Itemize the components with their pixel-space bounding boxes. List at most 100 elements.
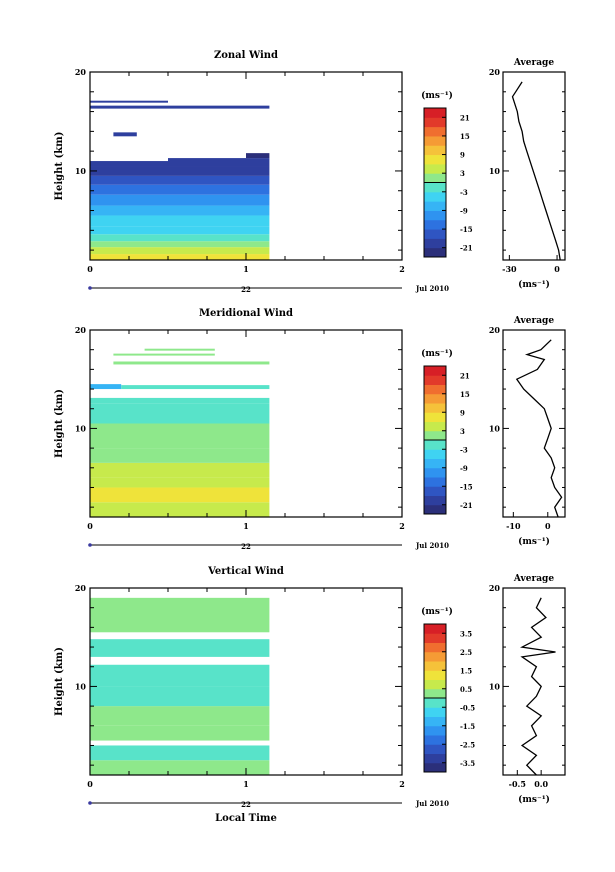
- meridional-cell-4: [90, 448, 270, 463]
- meridional-title: Meridional Wind: [199, 308, 293, 319]
- vertical-avg-profile-line: [520, 597, 556, 776]
- zonal-cell-13: [246, 153, 270, 159]
- vertical-colorbar-seg-12: [424, 651, 446, 662]
- meridional-cell-3: [90, 462, 270, 478]
- zonal-colorbar-label-0: 21: [460, 113, 470, 122]
- meridional-ytick-label-0: 10: [75, 423, 87, 433]
- zonal-colorbar-seg-15: [424, 108, 446, 118]
- vertical-colorbar-seg-14: [424, 633, 446, 643]
- zonal-colorbar-seg-0: [424, 247, 446, 258]
- vertical-colorbar-seg-7: [424, 698, 446, 708]
- zonal-cell-11: [90, 161, 168, 167]
- meridional-colorbar-seg-7: [424, 440, 446, 450]
- meridional-colorbar-seg-13: [424, 384, 446, 395]
- zonal-colorbar-seg-4: [424, 210, 446, 221]
- zonal-cell-12: [168, 158, 270, 167]
- zonal-avg-profile-line: [511, 81, 561, 261]
- meridional-date-marker: [88, 543, 92, 547]
- zonal-colorbar-seg-3: [424, 219, 446, 230]
- meridional-colorbar-seg-0: [424, 504, 446, 515]
- zonal-colorbar-seg-12: [424, 135, 446, 146]
- meridional-colorbar-seg-10: [424, 412, 446, 422]
- vertical-colorbar-seg-2: [424, 744, 446, 754]
- vertical-colorbar-label-6: -2.5: [460, 740, 475, 749]
- zonal-colorbar-label-6: -15: [460, 225, 473, 234]
- meridional-colorbar-seg-12: [424, 393, 446, 404]
- meridional-date-day: 22: [241, 542, 251, 551]
- meridional-avg-ytick-label-0: 10: [489, 423, 501, 433]
- vertical-colorbar-seg-13: [424, 642, 446, 653]
- vertical-cell-6: [90, 639, 270, 657]
- meridional-colorbar-label-7: -21: [460, 501, 473, 510]
- zonal-cell-5: [90, 215, 270, 227]
- zonal-xtick-label-1: 1: [243, 264, 249, 274]
- vertical-colorbar-seg-11: [424, 661, 446, 671]
- vertical-colorbar-label-3: 0.5: [460, 685, 472, 694]
- vertical-xtick-label-1: 1: [243, 779, 249, 789]
- meridional-xtick-label-1: 1: [243, 521, 249, 531]
- zonal-cell-7: [90, 194, 270, 206]
- zonal-avg-ytick-label-1: 20: [489, 67, 501, 77]
- zonal-cell-0: [90, 254, 270, 260]
- meridional-avg-profile-line: [515, 339, 563, 518]
- meridional-colorbar-label-5: -9: [460, 464, 468, 473]
- vertical-avg-ytick-label-1: 20: [489, 583, 501, 593]
- vertical-xtick-label-0: 0: [87, 779, 93, 789]
- vertical-colorbar-seg-0: [424, 762, 446, 773]
- vertical-colorbar-label-5: -1.5: [460, 722, 475, 731]
- zonal-cell-9: [90, 175, 270, 185]
- zonal-date-month: Jul 2010: [415, 284, 449, 293]
- zonal-colorbar-seg-8: [424, 173, 446, 183]
- meridional-cell-12: [144, 348, 215, 351]
- zonal-ylabel: Height (km): [54, 132, 65, 201]
- zonal-colorbar-seg-11: [424, 145, 446, 156]
- meridional-colorbar-seg-2: [424, 486, 446, 496]
- zonal-cell-8: [90, 184, 270, 195]
- zonal-avg-xtick-label-1: 0: [554, 264, 560, 274]
- meridional-colorbar-seg-11: [424, 403, 446, 413]
- meridional-avg-ytick-label-1: 20: [489, 325, 501, 335]
- vertical-cell-5: [90, 664, 270, 687]
- meridional-colorbar-label-1: 15: [460, 390, 470, 399]
- meridional-colorbar-label-2: 9: [460, 408, 465, 417]
- vertical-xlabel: Local Time: [215, 813, 277, 824]
- meridional-colorbar-seg-3: [424, 477, 446, 487]
- vertical-colorbar-seg-9: [424, 679, 446, 690]
- zonal-xtick-label-2: 2: [399, 264, 405, 274]
- meridional-ytick-label-1: 20: [75, 325, 87, 335]
- meridional-colorbar-seg-6: [424, 449, 446, 459]
- zonal-cell-14: [113, 132, 137, 137]
- vertical-cell-3: [90, 706, 270, 726]
- zonal-cell-4: [90, 226, 270, 235]
- meridional-colorbar-seg-9: [424, 421, 446, 432]
- meridional-cell-1: [90, 487, 270, 503]
- zonal-colorbar-seg-6: [424, 191, 446, 202]
- zonal-colorbar-seg-9: [424, 163, 446, 174]
- vertical-avg-ytick-label-0: 10: [489, 681, 501, 691]
- meridional-colorbar-label-0: 21: [460, 371, 470, 380]
- meridional-colorbar-seg-1: [424, 495, 446, 506]
- meridional-colorbar-seg-4: [424, 467, 446, 478]
- vertical-colorbar-seg-5: [424, 716, 446, 727]
- zonal-cell-16: [90, 100, 168, 103]
- vertical-ytick-label-0: 10: [75, 681, 87, 691]
- meridional-cell-9: [121, 385, 270, 390]
- meridional-cell-2: [90, 477, 270, 488]
- meridional-cell-8: [90, 384, 122, 390]
- zonal-cell-1: [90, 247, 270, 255]
- zonal-colorbar-label-3: 3: [460, 169, 465, 178]
- zonal-avg-xtick-label-0: -30: [502, 264, 517, 274]
- meridional-colorbar-seg-14: [424, 375, 446, 385]
- zonal-ytick-label-1: 20: [75, 67, 87, 77]
- vertical-colorbar-seg-15: [424, 624, 446, 634]
- zonal-colorbar-seg-14: [424, 117, 446, 128]
- vertical-colorbar-label-2: 1.5: [460, 666, 472, 675]
- vertical-cell-4: [90, 686, 270, 707]
- vertical-date-marker: [88, 801, 92, 805]
- meridional-ylabel: Height (km): [54, 389, 65, 458]
- vertical-colorbar-label-0: 3.5: [460, 629, 472, 638]
- meridional-avg-xlabel: (ms⁻¹): [518, 536, 550, 547]
- zonal-date-marker: [88, 286, 92, 290]
- zonal-avg-title: Average: [513, 58, 554, 68]
